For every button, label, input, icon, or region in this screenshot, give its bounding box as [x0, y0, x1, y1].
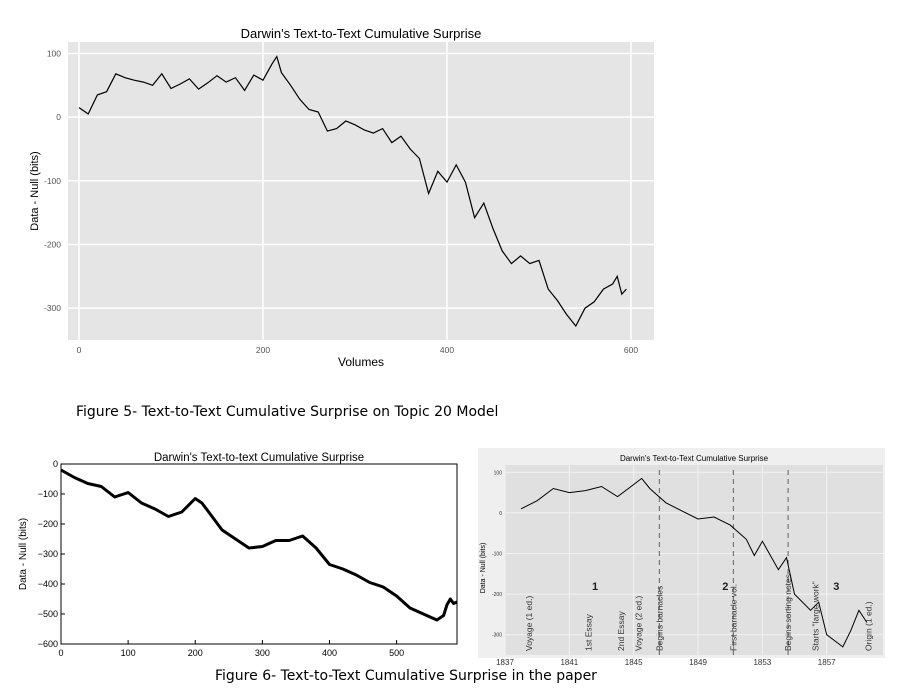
chart-a: 0 200 400 600 100 0 -100 -200 -300 Darwin's Text… [29, 26, 654, 369]
chart-a-ticks: 0 200 400 600 100 0 -100 -200 -300 [44, 48, 638, 355]
chart-b-xtick-label: 300 [255, 648, 270, 658]
chart-c-xtick-label: 1849 [689, 658, 707, 667]
chart-a-ytick-label: -100 [44, 176, 61, 186]
chart-b-ytick-label: −400 [38, 579, 58, 589]
chart-b-xtick-label: 500 [389, 648, 404, 658]
chart-b-ytick-label: −600 [38, 639, 58, 649]
chart-b-xtick-label: 0 [58, 648, 63, 658]
chart-b-series [60, 468, 458, 622]
chart-c-event-label: Origin (1 ed.) [864, 601, 874, 651]
chart-c-grid [504, 465, 883, 655]
chart-b-xtick-label: 100 [121, 648, 136, 658]
chart-c-ytick-label: -100 [492, 552, 502, 558]
chart-c-xtick-label: 1837 [496, 658, 514, 667]
chart-c-event-label: Voyage (1 ed.) [524, 596, 534, 651]
chart-c-xtick-label: 1841 [560, 658, 578, 667]
chart-a-xtick-label: 0 [77, 345, 82, 355]
chart-a-xtick-label: 200 [256, 345, 270, 355]
chart-c-event-label: 2nd Essay [616, 611, 626, 651]
chart-a-ytick-label: 100 [47, 48, 61, 58]
chart-c-xtick-label: 1845 [625, 658, 643, 667]
chart-c-panel [505, 465, 883, 655]
chart-b-xtick-label: 400 [322, 648, 337, 658]
chart-a-ytick-label: -300 [44, 303, 61, 313]
chart-c-ytick-label: -300 [492, 633, 502, 639]
chart-b-ytick-label: −100 [38, 489, 58, 499]
chart-b-ytick-label: −500 [38, 609, 58, 619]
chart-b: 0 100 200 300 400 500 0 −100 −200 −300 −400 −500 −60… [18, 452, 458, 658]
figure-6-caption: Figure 6- Text-to-Text Cumulative Surpri… [215, 668, 597, 684]
chart-c-period-number: 3 [833, 581, 839, 593]
chart-c-event-label: Begins sorting notes [783, 574, 793, 651]
chart-c-ytick-label: -200 [492, 592, 502, 598]
figure-5-caption: Figure 5- Text-to-Text Cumulative Surpri… [76, 404, 499, 420]
chart-c-period-number: 2 [722, 581, 728, 593]
chart-b-xtick-label: 200 [188, 648, 203, 658]
chart-a-xtick-label: 600 [624, 345, 638, 355]
chart-b-ytick-label: −300 [38, 549, 58, 559]
chart-c-xtick-label: 1853 [753, 658, 771, 667]
chart-c-period-number: 1 [592, 581, 598, 593]
chart-a-line [78, 55, 627, 328]
chart-a-title: Darwin's Text-to-Text Cumulative Surpris… [241, 26, 482, 41]
chart-c-ytick-label: 0 [499, 511, 502, 517]
chart-a-grid [68, 42, 654, 340]
chart-c-event-label: 1st Essay [584, 613, 594, 651]
chart-c-title: Darwin's Text-to-Text Cumulative Surpris… [620, 454, 769, 463]
chart-c-series [520, 477, 868, 648]
chart-a-xlabel: Volumes [338, 355, 384, 369]
chart-c-event-label: Starts "large work" [810, 581, 820, 651]
chart-b-ylabel: Data - Null (bits) [18, 518, 29, 590]
chart-c-ytick-label: 100 [494, 470, 503, 476]
chart-c-ticks: 1837 1841 1845 1849 1853 1857 100 0 -100 -200 -300 [492, 470, 836, 667]
chart-a-ytick-label: -200 [44, 239, 61, 249]
chart-b-ytick-label: −200 [38, 519, 58, 529]
chart-b-ytick-label: 0 [53, 459, 58, 469]
chart-c-xtick-label: 1857 [818, 658, 836, 667]
chart-b-title: Darwin's Text-to-text Cumulative Surpris… [154, 452, 364, 464]
chart-b-frame [60, 463, 458, 645]
chart-b-line [60, 468, 458, 622]
chart-c-event-label: First barnacle vol. [728, 584, 738, 651]
chart-a-panel [68, 42, 654, 340]
chart-c: 1837 1841 1845 1849 1853 1857 100 0 -100 -200 -300… [478, 448, 885, 667]
chart-a-xtick-label: 400 [440, 345, 454, 355]
chart-c-event-label: Voyage (2 ed.) [634, 596, 644, 651]
chart-c-line [520, 477, 868, 648]
chart-c-ylabel: Data - Null (bits) [480, 543, 487, 594]
chart-a-ytick-label: 0 [56, 112, 61, 122]
chart-a-ylabel: Data - Null (bits) [29, 151, 41, 230]
chart-a-series [78, 55, 627, 328]
chart-b-ticks: 0 100 200 300 400 500 0 −100 −200 −300 −400 −500 −60… [38, 459, 404, 658]
chart-c-event-label: Begins barnacles [654, 586, 664, 651]
chart-c-annotations: Voyage (1 ed.) 1st Essay 2nd Essay Voyage (… [524, 470, 874, 655]
